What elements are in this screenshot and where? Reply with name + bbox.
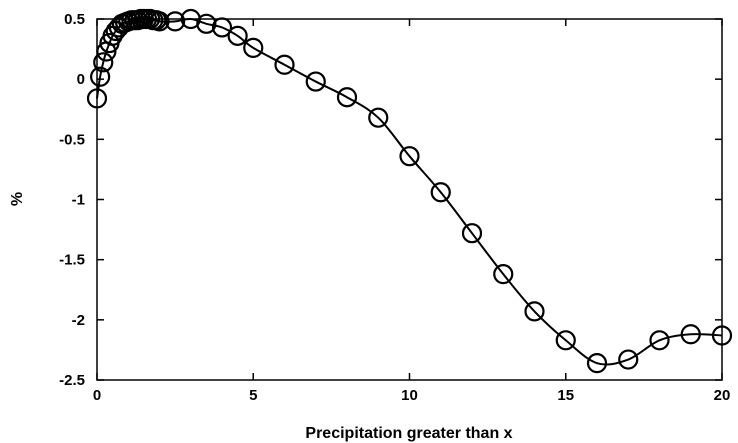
- plot-frame: [96, 18, 723, 381]
- x-tick-label: 10: [401, 387, 418, 404]
- data-point-marker: [430, 182, 451, 203]
- x-axis-label: Precipitation greater than x: [305, 425, 512, 442]
- series-line-layer: [96, 17, 723, 366]
- data-point-marker: [493, 264, 514, 285]
- data-point-marker: [196, 13, 217, 34]
- data-point-marker: [555, 330, 576, 351]
- y-tick-label: -2.5: [59, 372, 85, 389]
- data-point-marker: [90, 66, 111, 87]
- y-tick-label: -2: [72, 312, 85, 329]
- data-point-marker: [680, 324, 701, 345]
- y-tick-label: 0: [77, 71, 85, 88]
- y-axis-label: %: [9, 192, 26, 206]
- y-tick-label: -1: [72, 192, 85, 209]
- data-point-marker: [305, 71, 326, 92]
- y-tick-label: -0.5: [59, 131, 85, 148]
- data-point-marker: [618, 349, 639, 370]
- data-point-marker: [227, 25, 248, 46]
- data-point-marker: [649, 330, 670, 351]
- y-tick-label: 0.5: [64, 11, 85, 28]
- data-point-marker: [165, 11, 186, 32]
- series-line: [96, 17, 723, 366]
- markers-layer: [86, 8, 733, 374]
- data-point-marker: [586, 353, 608, 374]
- ticks-layer: 0 5 10 15 20 0.5 0 -0.5 -1 -1.5 -2 -2.5: [59, 11, 730, 404]
- data-point-marker: [149, 11, 170, 32]
- data-point-marker: [243, 37, 264, 58]
- data-point-marker: [461, 223, 483, 244]
- data-point-marker: [399, 146, 420, 167]
- data-point-marker: [524, 301, 545, 322]
- x-tick-label: 0: [93, 387, 101, 404]
- data-point-marker: [336, 87, 358, 108]
- data-point-marker: [368, 107, 389, 128]
- y-tick-label: -1.5: [59, 252, 85, 269]
- x-tick-label: 5: [249, 387, 257, 404]
- data-point-marker: [93, 52, 114, 73]
- x-tick-label: 15: [557, 387, 574, 404]
- x-tick-label: 20: [714, 387, 731, 404]
- data-point-marker: [274, 54, 295, 75]
